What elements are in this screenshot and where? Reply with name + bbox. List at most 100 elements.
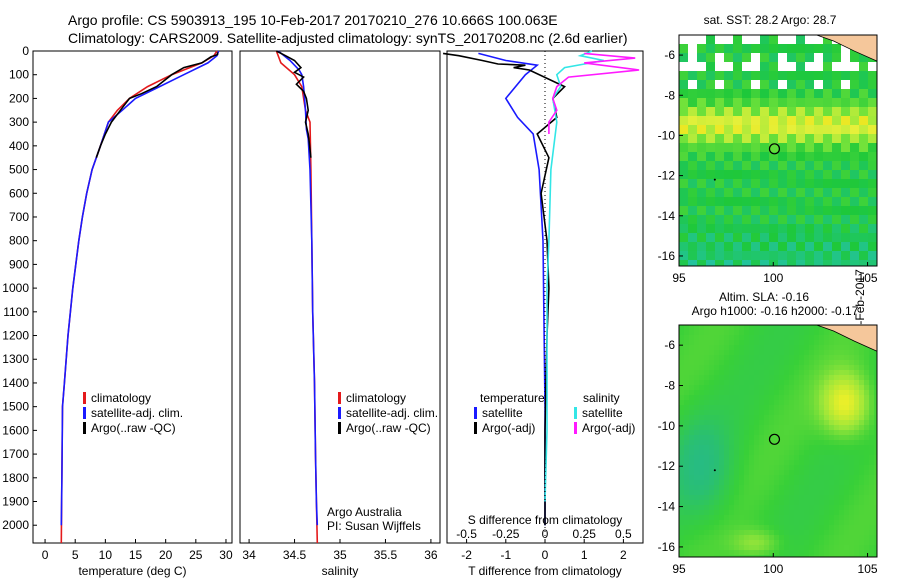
x-tick-label: 100 <box>763 562 783 576</box>
x-tick-label: -2 <box>461 548 472 562</box>
x-tick-label: 95 <box>672 271 686 285</box>
legend-title-salinity: salinity <box>583 391 620 405</box>
x-tick-label: 35.5 <box>374 548 398 562</box>
y-tick-label: -8 <box>664 88 675 102</box>
legend-swatch <box>474 407 477 419</box>
legend-label: satellite-adj. clim. <box>346 406 438 420</box>
x-tick-label: 2 <box>620 548 627 562</box>
x-tick-label: 30 <box>219 548 233 562</box>
series-line-2 <box>276 50 312 158</box>
series-line-0 <box>275 50 319 544</box>
x-tick-label-top: 0.25 <box>573 527 597 541</box>
y-tick-label: 1000 <box>2 281 29 295</box>
y-tick-label: 500 <box>9 163 29 177</box>
x-axis-label: temperature (deg C) <box>78 564 186 578</box>
panel-difference: -2 -1 0 1 2 T difference from climatology temp… <box>442 50 644 578</box>
island-marker <box>713 178 716 181</box>
legend-label: satellite <box>582 406 623 420</box>
annotation-pi: PI: Susan Wijffels <box>327 519 421 533</box>
y-tick-label: -6 <box>664 338 675 352</box>
x-tick-label: 0 <box>542 548 549 562</box>
y-tick-label: 1400 <box>2 376 29 390</box>
x-tick-label: 100 <box>763 271 783 285</box>
plot-title-line1: Argo profile: CS 5903913_195 10-Feb-2017… <box>68 12 558 28</box>
legend-label: climatology <box>346 391 406 405</box>
x-tick-label: 25 <box>189 548 203 562</box>
sst-map-title: sat. SST: 28.2 Argo: 28.7 <box>704 13 837 27</box>
y-tick-label: -16 <box>658 249 676 263</box>
x-tick-label: 36 <box>424 548 438 562</box>
x-tick-label: 105 <box>858 271 878 285</box>
x-tick-label: 1 <box>581 548 588 562</box>
y-tick-label: 1700 <box>2 447 29 461</box>
y-tick-label: 300 <box>9 115 29 129</box>
x-axis-label-top: S difference from climatology <box>468 513 623 527</box>
annotation-org: Argo Australia <box>327 505 402 519</box>
y-tick-label: -16 <box>658 540 676 554</box>
legend-label: satellite-adj. clim. <box>91 406 183 420</box>
argo-float-marker <box>768 433 781 445</box>
y-tick-label: 1600 <box>2 423 29 437</box>
panel-salinity: 34 34.5 35 35.5 36 salinity climatologysatelli… <box>239 50 441 578</box>
y-tick-label: 1900 <box>2 495 29 509</box>
y-tick-label: 2000 <box>2 518 29 532</box>
axes-frame <box>32 50 233 544</box>
legend-swatch <box>474 422 477 434</box>
y-tick-label: 200 <box>9 91 29 105</box>
y-tick-label: 800 <box>9 234 29 248</box>
sla-map-title: Altim. SLA: -0.16 <box>719 290 809 304</box>
y-tick-label: 400 <box>9 139 29 153</box>
x-tick-label: 20 <box>159 548 173 562</box>
map-field <box>679 325 877 557</box>
panel-temperature: 0 5 10 15 20 25 30 temperature (deg C) 0 100 200 30… <box>2 44 233 578</box>
panel-sla_map: 95 100 105 -6 -8 -10 -12 -14 -16 <box>658 324 878 576</box>
series-line-0 <box>478 52 546 526</box>
series-line-1 <box>60 50 220 526</box>
x-tick-label-top: -0.25 <box>492 527 520 541</box>
legend-swatch <box>574 422 577 434</box>
x-tick-label: 10 <box>99 548 113 562</box>
y-tick-label: -8 <box>664 379 675 393</box>
x-tick-label: 5 <box>72 548 79 562</box>
legend-swatch <box>338 392 341 404</box>
island-marker <box>713 469 716 472</box>
x-tick-label: 34.5 <box>283 548 307 562</box>
y-tick-label: 700 <box>9 210 29 224</box>
legend-swatch <box>338 407 341 419</box>
y-tick-label: 600 <box>9 186 29 200</box>
x-axis-label: T difference from climatology <box>468 564 622 578</box>
series-line-1 <box>277 50 319 526</box>
x-tick-label-top: -0.5 <box>456 527 477 541</box>
legend-label: Argo(..raw -QC) <box>91 421 176 435</box>
x-tick-label: 105 <box>858 562 878 576</box>
y-tick-label: 0 <box>22 44 29 58</box>
legend-swatch <box>83 422 86 434</box>
map-frame <box>678 324 878 558</box>
y-tick-label: 900 <box>9 257 29 271</box>
argo-float-marker <box>768 143 781 155</box>
x-tick-label: 0 <box>42 548 49 562</box>
map-field <box>679 35 877 266</box>
y-tick-label: -6 <box>664 48 675 62</box>
y-tick-label: -10 <box>658 128 676 142</box>
legend-label: climatology <box>91 391 151 405</box>
legend-label: satellite <box>482 406 523 420</box>
y-tick-label: 1100 <box>3 305 29 319</box>
y-tick-label: -10 <box>658 419 676 433</box>
x-tick-label: 35 <box>333 548 347 562</box>
y-tick-label: 1300 <box>2 352 29 366</box>
legend-swatch <box>83 392 86 404</box>
y-tick-label: 100 <box>9 68 29 82</box>
legend-label: Argo(..raw -QC) <box>346 421 431 435</box>
x-tick-label-top: 0 <box>542 527 549 541</box>
series-line-0 <box>60 50 218 544</box>
y-tick-label: -14 <box>658 209 676 223</box>
series-line-3 <box>548 52 640 134</box>
legend-swatch <box>338 422 341 434</box>
y-tick-label: -12 <box>658 459 676 473</box>
y-tick-label: -14 <box>658 500 676 514</box>
series-line-2 <box>95 52 219 158</box>
y-tick-label: -12 <box>658 169 676 183</box>
axes-frame <box>239 50 441 544</box>
